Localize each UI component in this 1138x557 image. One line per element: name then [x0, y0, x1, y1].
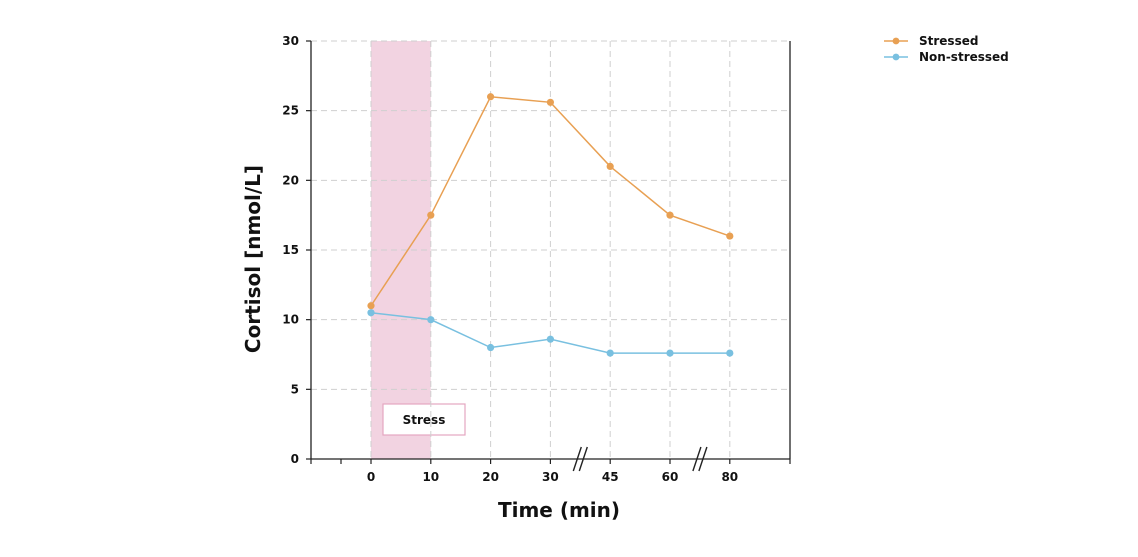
stress-shade-layer: Stress: [371, 41, 466, 459]
legend-swatch-marker: [892, 37, 900, 45]
legend: Stressed Non-stressed: [884, 34, 1009, 64]
x-tick-label: 0: [367, 470, 375, 484]
non-stressed-point: [546, 335, 555, 343]
legend-item-stressed: Stressed: [884, 34, 978, 48]
legend-label: Non-stressed: [919, 50, 1009, 64]
stressed-point: [666, 211, 674, 219]
series-layer: [367, 93, 734, 357]
stressed-point: [367, 302, 375, 310]
stress-label-box: [382, 403, 466, 436]
y-tick-label: 20: [282, 173, 299, 187]
legend-swatch-marker: [892, 53, 900, 61]
label-layer: Time (min) Cortisol [nmol/L]: [241, 165, 620, 522]
non-stressed-point: [487, 343, 495, 352]
stressed-point: [726, 232, 734, 240]
axis-break-stroke: [578, 446, 588, 472]
non-stressed-point: [367, 309, 375, 317]
axis-break-stroke: [692, 446, 702, 472]
non-stressed-point: [726, 349, 734, 357]
stressed-point: [427, 211, 435, 219]
axis-break-stroke: [698, 446, 708, 472]
x-tick-label: 60: [662, 470, 679, 484]
stress-label: Stress: [403, 413, 446, 427]
x-tick-label: 45: [602, 470, 619, 484]
stressed-point: [606, 162, 614, 170]
axis-break-marker: [692, 446, 708, 472]
x-axis-title: Time (min): [498, 498, 620, 522]
legend-item-non-stressed: Non-stressed: [884, 50, 1009, 64]
x-tick-label: 20: [482, 470, 499, 484]
axis-break-stroke: [572, 446, 582, 472]
legend-label: Stressed: [919, 34, 978, 48]
axis-layer: 0 5 10 15 20 25 30 0 10 20 30 45 60 80: [282, 34, 791, 484]
y-tick-label: 30: [282, 34, 299, 48]
y-tick-label: 0: [291, 452, 299, 466]
stressed-point: [546, 98, 555, 106]
y-tick-label: 5: [291, 382, 299, 396]
y-tick-label: 15: [282, 243, 299, 257]
non-stressed-point: [666, 349, 674, 357]
x-tick-label: 10: [422, 470, 439, 484]
stressed-point: [487, 93, 495, 101]
y-tick-label: 25: [282, 104, 299, 118]
non-stressed-point: [427, 316, 435, 324]
axis-break-marker: [572, 446, 588, 472]
y-tick-label: 10: [282, 313, 299, 327]
x-tick-label: 30: [542, 470, 559, 484]
y-axis-title: Cortisol [nmol/L]: [241, 165, 265, 353]
non-stressed-point: [606, 349, 614, 357]
x-tick-label: 80: [721, 470, 738, 484]
stress-shaded-region: [371, 41, 431, 459]
